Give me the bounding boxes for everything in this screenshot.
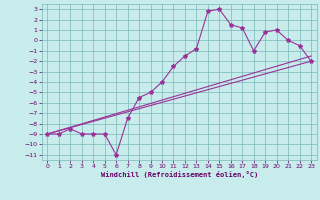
X-axis label: Windchill (Refroidissement éolien,°C): Windchill (Refroidissement éolien,°C) [100,171,258,178]
